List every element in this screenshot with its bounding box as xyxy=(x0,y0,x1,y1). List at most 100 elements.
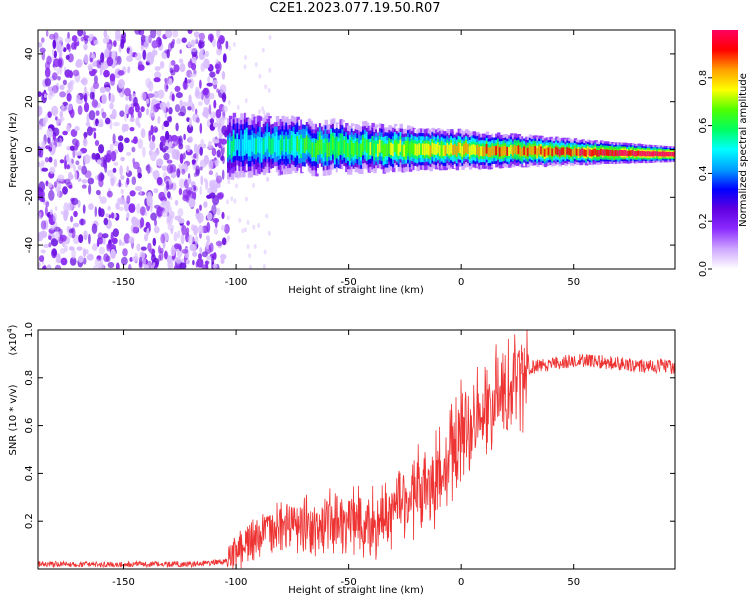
heatmap-cell xyxy=(182,101,188,108)
heatmap-cell xyxy=(153,188,159,194)
heatmap-cell xyxy=(187,30,193,34)
heatmap-cell xyxy=(457,142,462,153)
heatmap-cell xyxy=(94,206,98,218)
heatmap-cell xyxy=(97,174,101,182)
heatmap-cell xyxy=(195,108,198,115)
heatmap-cell xyxy=(258,73,262,79)
heatmap-cell xyxy=(193,143,198,154)
heatmap-cell xyxy=(222,237,227,246)
heatmap-cell xyxy=(72,148,76,159)
heatmap-cell xyxy=(137,172,142,179)
heatmap-cell xyxy=(149,140,156,151)
heatmap-cell xyxy=(168,141,173,149)
heatmap-cell xyxy=(126,151,132,156)
heatmap-cell xyxy=(266,176,269,182)
heatmap-cell xyxy=(238,139,242,157)
heatmap-cell xyxy=(188,117,192,128)
heatmap-cell xyxy=(261,106,265,112)
heatmap-cell xyxy=(147,93,155,98)
heatmap-cell xyxy=(64,209,69,217)
heatmap-cell xyxy=(140,44,145,52)
heatmap-cell xyxy=(64,36,72,44)
heatmap-cell xyxy=(83,131,88,138)
heatmap-cell xyxy=(38,161,41,167)
heatmap-cell xyxy=(186,124,194,134)
heatmap-cell xyxy=(72,222,80,228)
heatmap-cell xyxy=(185,227,190,234)
heatmap-cell xyxy=(675,152,678,156)
heatmap-cell xyxy=(77,165,82,171)
heatmap-cell xyxy=(40,190,45,199)
heatmap-cell xyxy=(257,109,261,115)
heatmap-cell xyxy=(104,117,111,125)
heatmap-cell xyxy=(669,151,673,157)
heatmap-cell xyxy=(216,207,221,216)
heatmap-cell xyxy=(675,150,678,160)
heatmap-cell xyxy=(198,32,205,41)
heatmap-cell xyxy=(360,143,364,157)
heatmap-cell xyxy=(54,230,60,241)
heatmap-cell xyxy=(199,146,203,156)
heatmap-cell xyxy=(560,147,565,156)
heatmap-cell xyxy=(487,147,492,158)
heatmap-cell xyxy=(100,173,105,181)
heatmap-cell xyxy=(226,199,229,205)
heatmap-cell xyxy=(201,251,208,258)
heatmap-cell xyxy=(207,140,213,149)
heatmap-cell xyxy=(187,106,192,111)
heatmap-cell xyxy=(519,147,523,156)
heatmap-cell xyxy=(38,124,43,130)
heatmap-cell xyxy=(216,48,222,56)
heatmap-cell xyxy=(45,114,49,123)
heatmap-cell xyxy=(66,43,71,50)
heatmap-cell xyxy=(205,241,209,250)
heatmap-cell xyxy=(86,253,94,261)
heatmap-cell xyxy=(244,196,248,202)
heatmap-cell xyxy=(139,190,142,196)
heatmap-cell xyxy=(144,210,148,217)
heatmap-cell xyxy=(88,65,93,72)
heatmap-cell xyxy=(82,248,87,258)
heatmap-cell xyxy=(209,242,214,253)
heatmap-cell xyxy=(164,77,168,83)
heatmap-cell xyxy=(318,136,323,151)
heatmap-cell xyxy=(52,249,57,256)
heatmap-cell xyxy=(213,122,219,128)
heatmap-cell xyxy=(264,84,268,90)
heatmap-cell xyxy=(392,143,396,157)
heatmap-cell xyxy=(179,49,182,54)
heatmap-cell xyxy=(202,111,206,117)
heatmap-cell xyxy=(191,62,197,71)
snr-scale-exponent: 4 xyxy=(6,328,14,333)
heatmap-cell xyxy=(253,244,257,249)
heatmap-cell xyxy=(170,60,176,66)
heatmap-cell xyxy=(46,128,53,138)
heatmap-cell xyxy=(136,243,141,252)
heatmap-cell xyxy=(148,248,156,254)
heatmap-cell xyxy=(219,36,224,45)
heatmap-cell xyxy=(493,145,497,156)
heatmap-cell xyxy=(242,139,246,156)
heatmap-cell xyxy=(199,79,202,89)
heatmap-cell xyxy=(585,149,589,157)
heatmap-cell xyxy=(172,30,179,38)
heatmap-cell xyxy=(450,142,454,154)
heatmap-cell xyxy=(66,181,73,188)
svg-text:(x104): (x104) xyxy=(6,324,19,355)
heatmap-cell xyxy=(388,141,392,154)
heatmap-cell xyxy=(263,249,267,255)
heatmap-cell xyxy=(154,148,160,156)
heatmap-cell xyxy=(164,250,168,260)
heatmap-cell xyxy=(429,145,433,157)
heatmap-cell xyxy=(59,234,67,242)
heatmap-cell xyxy=(53,50,57,59)
heatmap-cell xyxy=(191,103,195,112)
heatmap-cell xyxy=(104,48,110,59)
heatmap-cell xyxy=(206,194,212,199)
heatmap-cell xyxy=(483,146,488,157)
heatmap-cell xyxy=(208,159,214,170)
heatmap-cell xyxy=(153,77,161,83)
heatmap-cell xyxy=(57,186,60,198)
heatmap-cell xyxy=(93,75,98,84)
heatmap-cell xyxy=(324,138,328,153)
